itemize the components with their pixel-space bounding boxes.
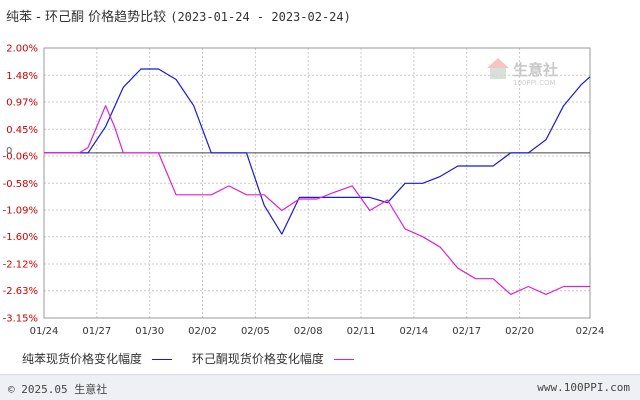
legend-swatch-series1 bbox=[152, 359, 173, 360]
x-axis-ticks: 01/24 01/27 01/30 02/02 02/05 02/08 02/11 02/14… bbox=[30, 326, 605, 337]
chart-title: 纯苯 - 环己酮 价格趋势比较 (2023-01-24 - 2023-02-24… bbox=[6, 6, 351, 25]
series-line-1 bbox=[44, 68, 591, 235]
chart-grid bbox=[43, 47, 591, 319]
y-tick-label: -2.63% bbox=[3, 286, 38, 297]
y-axis-ticks: 2.00% 1.48% 0.97% 0.45% -0.06% -0.58% -1.09% -1… bbox=[3, 44, 38, 325]
plot-frame bbox=[43, 47, 591, 319]
y-tick-label: 0.97% bbox=[6, 98, 38, 109]
x-tick-label: 02/02 bbox=[188, 326, 217, 337]
y-tick-label: 0.45% bbox=[6, 125, 38, 136]
legend-label-series1: 纯苯现货价格变化幅度 bbox=[22, 352, 143, 366]
y-axis-zero-label: 0 bbox=[6, 146, 12, 157]
y-tick-label: -0.58% bbox=[3, 179, 38, 190]
x-tick-label: 02/05 bbox=[241, 326, 270, 337]
chart-series bbox=[44, 68, 591, 295]
x-tick-label: 02/20 bbox=[505, 326, 534, 337]
x-tick-label: 01/24 bbox=[30, 326, 59, 337]
x-tick-label: 02/24 bbox=[576, 326, 605, 337]
footer-site-link[interactable]: www.100PPI.com bbox=[537, 381, 630, 394]
x-tick-label: 02/08 bbox=[294, 326, 323, 337]
y-tick-label: -0.06% bbox=[3, 152, 38, 163]
footer-copyright: © 2025.05 生意社 bbox=[8, 383, 108, 396]
watermark-subtext: 100PPI.COM bbox=[513, 79, 556, 87]
y-tick-label: -1.09% bbox=[3, 206, 38, 217]
x-tick-label: 01/30 bbox=[135, 326, 164, 337]
y-tick-label: 2.00% bbox=[6, 44, 38, 55]
legend-label-series2: 环己酮现货价格变化幅度 bbox=[191, 352, 324, 366]
chart-title-main: 纯苯 - 环己酮 价格趋势比较 bbox=[6, 10, 167, 25]
y-tick-label: -3.15% bbox=[3, 314, 38, 325]
watermark-text: 生意社 bbox=[513, 61, 558, 79]
watermark-roof bbox=[487, 58, 509, 68]
x-tick-label: 02/11 bbox=[347, 326, 376, 337]
x-tick-label: 02/14 bbox=[399, 326, 428, 337]
legend-swatch-series2 bbox=[333, 359, 354, 360]
chart-legend: 纯苯现货价格变化幅度 环己酮现货价格变化幅度 bbox=[22, 350, 370, 367]
legend-item-series2: 环己酮现货价格变化幅度 bbox=[192, 350, 364, 367]
watermark-house bbox=[490, 68, 506, 79]
x-tick-label: 02/17 bbox=[452, 326, 481, 337]
x-tick-label: 01/27 bbox=[82, 326, 111, 337]
y-tick-label: -1.60% bbox=[3, 232, 38, 243]
footer-bar: © 2025.05 生意社 www.100PPI.com bbox=[0, 374, 640, 400]
legend-item-series1: 纯苯现货价格变化幅度 bbox=[22, 350, 182, 367]
series-line-2 bbox=[44, 105, 590, 295]
y-tick-label: -2.12% bbox=[3, 260, 38, 271]
chart-title-range: (2023-01-24 - 2023-02-24) bbox=[170, 10, 351, 24]
y-tick-label: 1.48% bbox=[6, 71, 38, 82]
